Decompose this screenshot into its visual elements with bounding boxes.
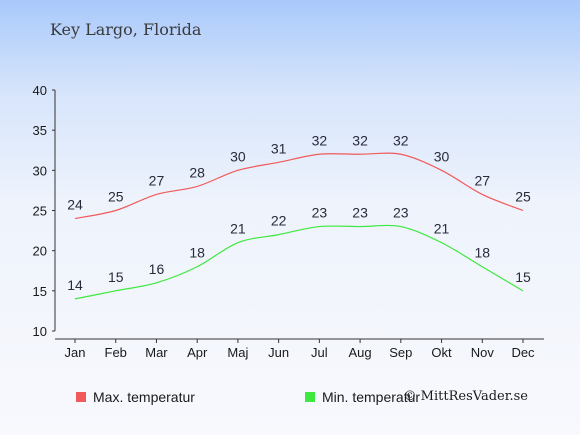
copyright-text: © MittResVader.se	[403, 389, 528, 404]
y-tick-label: 40	[33, 83, 47, 98]
x-tick-label: Feb	[105, 345, 127, 360]
legend-label-max: Max. temperatur	[93, 389, 195, 405]
data-label-min: 23	[312, 205, 328, 221]
data-label-max: 25	[515, 189, 531, 205]
series-line-max	[74, 152, 524, 220]
data-label-min: 18	[474, 245, 490, 261]
x-tick-label: Apr	[187, 345, 208, 360]
x-tick-label: Aug	[349, 345, 372, 360]
data-label-max: 32	[312, 132, 328, 148]
legend-item-max: Max. temperatur	[76, 389, 195, 405]
x-tick-label: Jun	[268, 345, 289, 360]
x-tick-label: Sep	[389, 345, 412, 360]
data-label-max: 25	[108, 189, 124, 205]
data-label-max: 27	[149, 172, 165, 188]
legend-item-min: Min. temperatur	[305, 389, 420, 405]
y-tick-label: 30	[33, 163, 47, 178]
y-tick-label: 35	[33, 123, 47, 138]
data-label-max: 30	[230, 148, 246, 164]
x-tick-label: Maj	[227, 345, 248, 360]
x-tick-label: Nov	[471, 345, 495, 360]
y-tick-label: 10	[33, 324, 47, 339]
legend-label-min: Min. temperatur	[322, 389, 421, 405]
data-label-min: 23	[352, 205, 368, 221]
data-label-max: 32	[393, 132, 409, 148]
data-label-max: 28	[189, 164, 205, 180]
data-label-max: 32	[352, 132, 368, 148]
data-label-min: 18	[189, 245, 205, 261]
x-tick-label: Jul	[311, 345, 328, 360]
chart-title: Key Largo, Florida	[50, 20, 202, 39]
data-label-min: 23	[393, 205, 409, 221]
data-label-min: 14	[67, 277, 83, 293]
x-tick-label: Jan	[65, 345, 86, 360]
data-label-min: 21	[434, 221, 450, 237]
data-label-min: 16	[149, 261, 165, 277]
x-tick-label: Mar	[145, 345, 168, 360]
x-tick-label: Dec	[511, 345, 535, 360]
series-line-min	[74, 224, 524, 300]
y-tick-label: 25	[33, 204, 47, 219]
data-label-max: 30	[434, 148, 450, 164]
data-label-min: 15	[515, 269, 531, 285]
legend-swatch-min	[305, 392, 315, 402]
y-tick-label: 15	[33, 284, 47, 299]
x-tick-label: Okt	[431, 345, 452, 360]
data-label-min: 21	[230, 221, 246, 237]
data-label-max: 31	[271, 140, 287, 156]
legend-swatch-max	[76, 392, 86, 402]
data-label-min: 15	[108, 269, 124, 285]
data-label-min: 22	[271, 213, 287, 229]
y-tick-label: 20	[33, 244, 47, 259]
data-label-max: 24	[67, 197, 83, 213]
data-label-max: 27	[474, 172, 490, 188]
